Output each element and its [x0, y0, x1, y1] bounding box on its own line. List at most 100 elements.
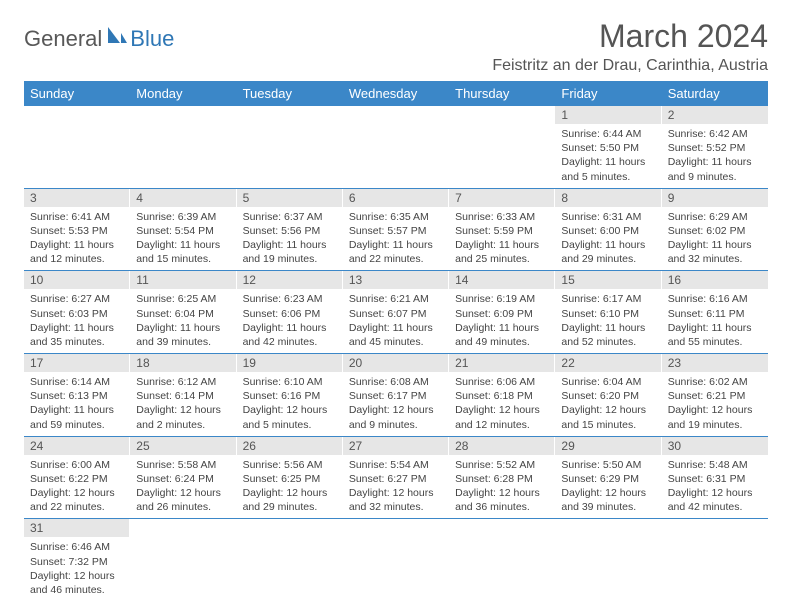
sunrise: Sunrise: 6:46 AM [30, 540, 124, 554]
calendar-cell: 10Sunrise: 6:27 AMSunset: 6:03 PMDayligh… [24, 271, 130, 354]
day-number: 29 [555, 437, 661, 455]
sunrise: Sunrise: 5:54 AM [349, 458, 443, 472]
day-details: Sunrise: 6:06 AMSunset: 6:18 PMDaylight:… [449, 372, 555, 436]
daylight: Daylight: 11 hours and 12 minutes. [30, 238, 124, 266]
day-number: 1 [555, 106, 661, 124]
sunset: Sunset: 6:14 PM [136, 389, 230, 403]
day-number: 10 [24, 271, 130, 289]
calendar-cell: 6Sunrise: 6:35 AMSunset: 5:57 PMDaylight… [343, 188, 449, 271]
sunrise: Sunrise: 6:44 AM [561, 127, 655, 141]
daylight: Daylight: 12 hours and 2 minutes. [136, 403, 230, 431]
col-sunday: Sunday [24, 81, 130, 106]
sunrise: Sunrise: 6:00 AM [30, 458, 124, 472]
logo-text-blue: Blue [130, 26, 174, 52]
calendar-cell [237, 519, 343, 601]
day-details: Sunrise: 6:17 AMSunset: 6:10 PMDaylight:… [555, 289, 661, 353]
sunset: Sunset: 6:20 PM [561, 389, 655, 403]
calendar-cell: 30Sunrise: 5:48 AMSunset: 6:31 PMDayligh… [662, 436, 768, 519]
day-number: 19 [237, 354, 343, 372]
calendar-table: Sunday Monday Tuesday Wednesday Thursday… [24, 81, 768, 601]
calendar-cell: 21Sunrise: 6:06 AMSunset: 6:18 PMDayligh… [449, 354, 555, 437]
day-number: 31 [24, 519, 130, 537]
day-details: Sunrise: 6:19 AMSunset: 6:09 PMDaylight:… [449, 289, 555, 353]
day-number: 14 [449, 271, 555, 289]
day-details: Sunrise: 6:04 AMSunset: 6:20 PMDaylight:… [555, 372, 661, 436]
sunrise: Sunrise: 6:21 AM [349, 292, 443, 306]
day-number: 17 [24, 354, 130, 372]
calendar-cell: 9Sunrise: 6:29 AMSunset: 6:02 PMDaylight… [662, 188, 768, 271]
sunrise: Sunrise: 6:42 AM [668, 127, 762, 141]
day-number: 5 [237, 189, 343, 207]
calendar-cell [555, 519, 661, 601]
logo-sail-icon [106, 25, 128, 50]
day-number: 13 [343, 271, 449, 289]
daylight: Daylight: 11 hours and 19 minutes. [243, 238, 337, 266]
day-number: 12 [237, 271, 343, 289]
daylight: Daylight: 11 hours and 55 minutes. [668, 321, 762, 349]
sunset: Sunset: 5:50 PM [561, 141, 655, 155]
calendar-cell [130, 106, 236, 188]
calendar-cell: 22Sunrise: 6:04 AMSunset: 6:20 PMDayligh… [555, 354, 661, 437]
sunrise: Sunrise: 6:37 AM [243, 210, 337, 224]
calendar-row: 24Sunrise: 6:00 AMSunset: 6:22 PMDayligh… [24, 436, 768, 519]
sunrise: Sunrise: 5:58 AM [136, 458, 230, 472]
day-details: Sunrise: 6:39 AMSunset: 5:54 PMDaylight:… [130, 207, 236, 271]
day-details: Sunrise: 5:50 AMSunset: 6:29 PMDaylight:… [555, 455, 661, 519]
col-wednesday: Wednesday [343, 81, 449, 106]
col-monday: Monday [130, 81, 236, 106]
sunset: Sunset: 6:03 PM [30, 307, 124, 321]
calendar-cell [343, 519, 449, 601]
sunrise: Sunrise: 6:23 AM [243, 292, 337, 306]
day-number: 3 [24, 189, 130, 207]
calendar-cell: 23Sunrise: 6:02 AMSunset: 6:21 PMDayligh… [662, 354, 768, 437]
daylight: Daylight: 11 hours and 22 minutes. [349, 238, 443, 266]
location: Feistritz an der Drau, Carinthia, Austri… [492, 57, 768, 75]
sunset: Sunset: 6:24 PM [136, 472, 230, 486]
calendar-cell [237, 106, 343, 188]
calendar-cell [662, 519, 768, 601]
header: General Blue March 2024 Feistritz an der… [24, 18, 768, 75]
sunrise: Sunrise: 6:35 AM [349, 210, 443, 224]
calendar-cell [24, 106, 130, 188]
col-tuesday: Tuesday [237, 81, 343, 106]
sunset: Sunset: 5:54 PM [136, 224, 230, 238]
sunrise: Sunrise: 6:02 AM [668, 375, 762, 389]
day-details: Sunrise: 6:35 AMSunset: 5:57 PMDaylight:… [343, 207, 449, 271]
sunrise: Sunrise: 6:33 AM [455, 210, 549, 224]
calendar-cell: 1Sunrise: 6:44 AMSunset: 5:50 PMDaylight… [555, 106, 661, 188]
calendar-cell: 18Sunrise: 6:12 AMSunset: 6:14 PMDayligh… [130, 354, 236, 437]
sunset: Sunset: 6:17 PM [349, 389, 443, 403]
sunset: Sunset: 6:16 PM [243, 389, 337, 403]
day-details: Sunrise: 6:33 AMSunset: 5:59 PMDaylight:… [449, 207, 555, 271]
daylight: Daylight: 11 hours and 9 minutes. [668, 155, 762, 183]
sunset: Sunset: 5:59 PM [455, 224, 549, 238]
sunrise: Sunrise: 6:25 AM [136, 292, 230, 306]
calendar-cell: 14Sunrise: 6:19 AMSunset: 6:09 PMDayligh… [449, 271, 555, 354]
daylight: Daylight: 12 hours and 15 minutes. [561, 403, 655, 431]
day-number: 16 [662, 271, 768, 289]
title-block: March 2024 Feistritz an der Drau, Carint… [492, 18, 768, 75]
sunset: Sunset: 5:52 PM [668, 141, 762, 155]
day-details: Sunrise: 5:58 AMSunset: 6:24 PMDaylight:… [130, 455, 236, 519]
sunset: Sunset: 6:29 PM [561, 472, 655, 486]
sunset: Sunset: 6:10 PM [561, 307, 655, 321]
sunset: Sunset: 5:57 PM [349, 224, 443, 238]
daylight: Daylight: 12 hours and 32 minutes. [349, 486, 443, 514]
daylight: Daylight: 11 hours and 52 minutes. [561, 321, 655, 349]
sunset: Sunset: 6:00 PM [561, 224, 655, 238]
calendar-cell: 11Sunrise: 6:25 AMSunset: 6:04 PMDayligh… [130, 271, 236, 354]
sunrise: Sunrise: 5:48 AM [668, 458, 762, 472]
day-details: Sunrise: 6:02 AMSunset: 6:21 PMDaylight:… [662, 372, 768, 436]
sunrise: Sunrise: 6:12 AM [136, 375, 230, 389]
calendar-cell: 5Sunrise: 6:37 AMSunset: 5:56 PMDaylight… [237, 188, 343, 271]
day-details: Sunrise: 5:54 AMSunset: 6:27 PMDaylight:… [343, 455, 449, 519]
daylight: Daylight: 12 hours and 46 minutes. [30, 569, 124, 597]
sunset: Sunset: 6:04 PM [136, 307, 230, 321]
sunset: Sunset: 6:18 PM [455, 389, 549, 403]
sunset: Sunset: 6:31 PM [668, 472, 762, 486]
calendar-row: 1 Sunrise: 6:44 AMSunset: 5:50 PM Daylight… [24, 106, 768, 188]
daylight: Daylight: 11 hours and 42 minutes. [243, 321, 337, 349]
sunset: Sunset: 6:02 PM [668, 224, 762, 238]
calendar-cell [449, 106, 555, 188]
calendar-cell: 25Sunrise: 5:58 AMSunset: 6:24 PMDayligh… [130, 436, 236, 519]
